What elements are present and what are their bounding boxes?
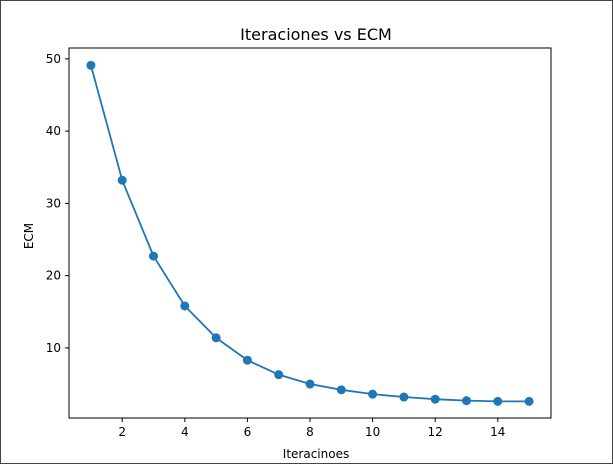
data-points [86, 60, 534, 406]
x-axis-ticks: 2 4 6 8 10 12 14 [118, 418, 505, 439]
data-point [336, 385, 346, 395]
y-axis-label: ECM [22, 223, 36, 249]
data-point [180, 301, 190, 311]
x-tick-label: 2 [118, 425, 126, 439]
plot-frame [68, 47, 552, 419]
x-tick-label: 10 [365, 425, 380, 439]
x-tick-label: 4 [181, 425, 189, 439]
y-tick-label: 10 [46, 341, 61, 355]
x-tick-label: 12 [428, 425, 443, 439]
x-axis-label: Iteracinoes [283, 447, 349, 461]
data-point [117, 175, 127, 185]
data-point [211, 333, 221, 343]
data-point [399, 392, 409, 402]
data-point [430, 394, 440, 404]
y-tick-label: 20 [46, 269, 61, 283]
y-tick-label: 40 [46, 124, 61, 138]
y-tick-label: 30 [46, 196, 61, 210]
data-point [242, 355, 252, 365]
y-axis-ticks: 10 20 30 40 50 [46, 52, 69, 355]
data-point [274, 370, 284, 380]
data-point [493, 396, 503, 406]
series-line [90, 65, 530, 403]
x-tick-label: 6 [244, 425, 252, 439]
x-tick-label: 8 [306, 425, 314, 439]
data-point [524, 396, 534, 406]
data-point [461, 396, 471, 406]
data-point [149, 251, 159, 261]
data-point [86, 60, 96, 70]
x-tick-label: 14 [490, 425, 505, 439]
data-point [305, 379, 315, 389]
chart-title: Iteraciones vs ECM [240, 25, 392, 44]
y-tick-label: 50 [46, 52, 61, 66]
data-point [368, 389, 378, 399]
